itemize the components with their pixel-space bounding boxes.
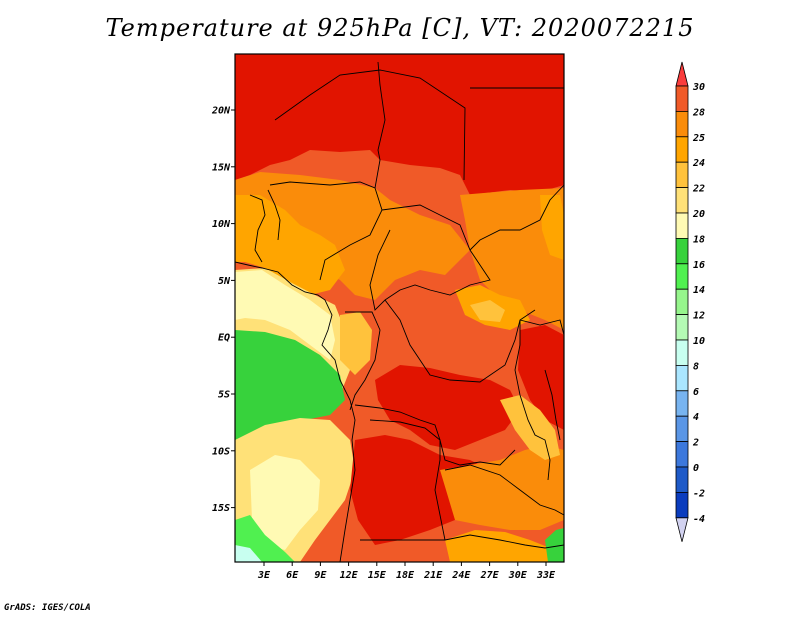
field-cream-south2 (250, 455, 320, 550)
colorbar-segment (675, 237, 689, 265)
colorbar-label: 0 (693, 463, 699, 474)
field-hot-central (375, 365, 520, 450)
colorbar-segment (675, 136, 689, 163)
lon-label: 9E (314, 570, 327, 581)
map-frame (234, 53, 565, 563)
border-car (369, 204, 491, 311)
border-nigeria (269, 181, 383, 281)
chart-title: Temperature at 925hPa [C], VT: 202007221… (105, 14, 695, 42)
border-angola (360, 419, 446, 541)
colorbar-label: 14 (693, 285, 705, 296)
colorbar-label: 10 (693, 336, 705, 347)
border-niger-chad (274, 69, 466, 181)
lat-label: 5S (218, 390, 230, 401)
field-lightorange-se (445, 530, 564, 562)
lon-label: 21E (423, 570, 443, 581)
colorbar-segment (675, 364, 689, 392)
colorbar-segment (675, 339, 689, 366)
colorbar-label: 16 (693, 260, 705, 271)
colorbar-segment (675, 161, 689, 188)
field-hot-east (518, 325, 564, 430)
border-congo (345, 311, 381, 411)
colorbar-label: 4 (693, 412, 699, 423)
field-yellow-se (500, 395, 560, 460)
colorbar-segment (675, 314, 689, 341)
border-drc (384, 299, 536, 383)
lon-axis: 3E 6E 9E 12E 15E 18E 21E 24E 27E 30E 33E (257, 562, 556, 581)
lat-label: 15N (212, 162, 231, 173)
border-south (444, 534, 564, 549)
colorbar-segment (675, 390, 689, 417)
colorbar-segment (675, 263, 689, 290)
lon-label: 3E (257, 570, 271, 581)
colorbar-label: 6 (693, 387, 699, 398)
colorbar-label: 22 (692, 184, 705, 195)
colorbar-label: 12 (693, 311, 705, 322)
colorbar-label: 18 (693, 234, 705, 245)
lat-label: 15S (212, 503, 230, 514)
border-sudan (469, 184, 564, 251)
field-orange-se (440, 445, 564, 530)
field-yellow-central (340, 312, 372, 375)
coastline-west (235, 261, 356, 562)
colorbar-label: 24 (692, 158, 705, 169)
lat-axis: 20N 15N 10N 5N EQ 5S 10S 15S (211, 106, 235, 514)
field-cream-coast (235, 270, 335, 360)
colorbar-label: 20 (692, 209, 705, 220)
colorbar-label: 2 (692, 438, 699, 449)
lon-label: 18E (396, 570, 415, 581)
colorbar-segment (675, 415, 689, 443)
lon-label: 24E (451, 570, 471, 581)
colorbar-top-arrow (675, 61, 689, 87)
lon-label: 33E (536, 570, 556, 581)
border-chad-car (374, 61, 386, 189)
colorbar-label: 30 (692, 82, 705, 93)
colorbar-segment (675, 288, 689, 316)
colorbar-segment (675, 491, 689, 519)
lon-label: 12E (340, 570, 359, 581)
colorbar-segment (675, 187, 689, 214)
lat-label: 20N (211, 106, 231, 117)
country-borders (235, 61, 564, 562)
lat-label: EQ (218, 333, 230, 344)
colorbar-segment (675, 212, 689, 239)
colorbar-label: 25 (692, 133, 705, 144)
border-uganda (519, 319, 564, 336)
colorbar-segment (675, 85, 689, 112)
colorbar-segment (675, 111, 689, 138)
colorbar-label: -2 (693, 488, 705, 499)
temperature-field (235, 54, 564, 562)
border-zambia (444, 464, 564, 516)
lat-label: 10N (212, 219, 231, 230)
border-west-small2 (267, 189, 281, 241)
colorbar-segment (675, 441, 689, 468)
border-tz (544, 369, 561, 441)
colorbar-label: 28 (692, 107, 705, 118)
colorbar-segment (675, 466, 689, 493)
lat-label: 5N (218, 276, 231, 287)
field-orange-east (460, 188, 564, 330)
field-green-se (545, 528, 564, 562)
grads-credit: GrADS: IGES/COLA (4, 603, 91, 613)
lon-label: 15E (368, 570, 387, 581)
field-lightorange-nw (540, 195, 564, 260)
field-yellow-ne (470, 300, 505, 322)
colorbar-bottom-arrow (675, 517, 689, 542)
lat-label: 10S (212, 446, 230, 457)
field-hot-north (235, 54, 564, 195)
border-west-small (249, 194, 266, 263)
border-east-lakes (514, 320, 551, 481)
colorbar-label: -4 (693, 514, 705, 525)
field-green-ocean (235, 330, 345, 450)
lon-label: 30E (508, 570, 528, 581)
colorbar-label: 8 (693, 361, 699, 372)
field-orange-west (235, 172, 470, 300)
field-lightblue-sw (235, 545, 262, 562)
lon-label: 27E (480, 570, 500, 581)
lon-label: 6E (286, 570, 299, 581)
